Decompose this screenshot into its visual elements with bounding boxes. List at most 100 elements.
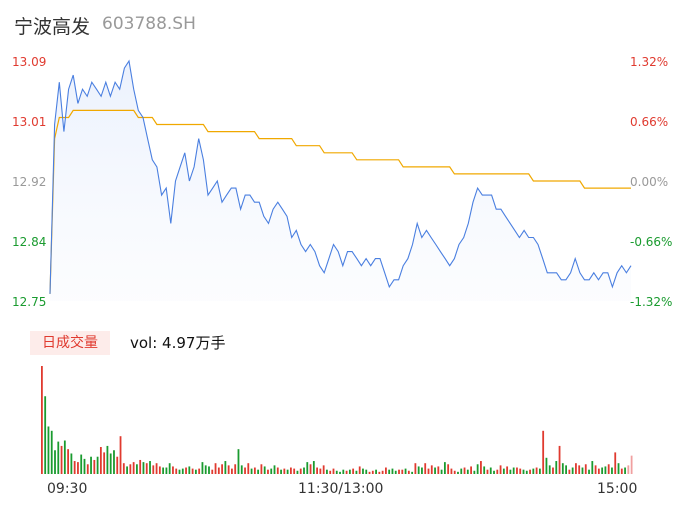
volume-bar: [73, 461, 76, 474]
volume-bar: [339, 471, 341, 474]
volume-bar: [614, 452, 617, 474]
price-chart: [49, 59, 632, 301]
volume-bar: [398, 469, 400, 474]
volume-bar: [296, 470, 299, 474]
volume-bar: [224, 461, 227, 474]
volume-bar: [535, 467, 538, 474]
volume-bar: [119, 436, 122, 474]
volume-bar: [217, 467, 220, 474]
volume-bar: [211, 469, 214, 474]
volume-bar: [591, 461, 594, 474]
volume-bar: [548, 465, 551, 474]
volume-bar: [499, 465, 502, 474]
volume-bar: [286, 469, 289, 474]
volume-bar: [411, 471, 414, 474]
volume-bar: [401, 469, 404, 474]
time-tick-open: 09:30: [47, 481, 88, 497]
volume-bar: [529, 469, 531, 474]
volume-bar: [348, 469, 351, 474]
volume-bar: [136, 464, 138, 474]
volume-bar: [83, 458, 86, 474]
volume-bar: [447, 464, 450, 474]
volume-bar: [512, 467, 515, 474]
volume-bar: [60, 445, 63, 474]
stock-name: 宁波高发: [14, 16, 91, 38]
time-tick-close: 15:00: [597, 481, 638, 497]
volume-bar: [522, 469, 525, 474]
volume-bar: [365, 469, 368, 474]
volume-bar: [165, 467, 168, 474]
volume-bar: [388, 469, 391, 474]
volume-bar: [434, 467, 436, 474]
pct-tick: 1.32%: [630, 55, 669, 69]
volume-bar: [155, 463, 158, 474]
volume-bar: [175, 468, 178, 474]
volume-bar: [253, 467, 256, 474]
volume-bar: [329, 470, 332, 474]
average-line: [49, 109, 631, 294]
volume-bar: [47, 426, 50, 474]
volume-bar: [407, 470, 410, 474]
volume-bar: [168, 463, 171, 474]
volume-bar: [303, 467, 305, 474]
volume-bar: [158, 466, 161, 474]
volume-bar: [496, 469, 499, 474]
volume-bar: [240, 465, 243, 474]
volume-bar: [525, 470, 528, 474]
volume-bar: [578, 465, 581, 474]
volume-bar: [319, 468, 322, 474]
price-tick: 12.92: [12, 175, 47, 189]
volume-bar: [145, 463, 148, 474]
volume-bar: [476, 464, 479, 474]
volume-bar: [440, 469, 443, 474]
volume-bar: [152, 465, 155, 474]
volume-bar: [90, 456, 92, 474]
volume-bar: [443, 462, 446, 474]
volume-bar: [437, 466, 440, 474]
volume-bar: [457, 471, 459, 474]
volume-bar: [427, 468, 430, 474]
volume-bar: [208, 466, 210, 474]
volume-bar: [178, 469, 181, 474]
volume-bar: [194, 469, 197, 474]
volume-bar: [453, 470, 456, 474]
volume-bar: [270, 468, 273, 474]
volume-bar: [113, 450, 115, 474]
price-tick: 13.09: [12, 55, 47, 69]
volume-bar: [273, 465, 276, 474]
volume-bar: [362, 468, 364, 474]
volume-bar: [250, 468, 253, 474]
volume-bar: [247, 463, 250, 474]
volume-bar: [630, 455, 633, 474]
volume-bar: [561, 463, 564, 474]
volume-bar: [470, 466, 472, 474]
volume-bar: [44, 396, 47, 474]
volume-bar: [620, 468, 623, 474]
time-tick-midday: 11:30/13:00: [298, 481, 384, 497]
volume-bar: [322, 465, 325, 474]
volume-bar: [532, 468, 535, 474]
volume-bar: [227, 465, 230, 474]
volume-bar: [54, 450, 56, 474]
volume-bar: [86, 464, 89, 474]
volume-bar: [545, 457, 548, 474]
volume-bar: [96, 456, 99, 474]
volume-bar: [352, 468, 355, 474]
volume-bar: [198, 468, 201, 474]
volume-bar: [149, 461, 151, 474]
volume-bar: [67, 449, 70, 474]
volume-bar: [581, 467, 584, 474]
volume-bar: [345, 470, 348, 474]
volume-legend: 日成交量: [30, 331, 110, 355]
volume-bar: [617, 463, 620, 474]
volume-bar: [493, 470, 495, 474]
volume-bar: [542, 430, 545, 474]
volume-bar: [450, 468, 453, 474]
volume-bar: [414, 463, 417, 474]
volume-bar: [41, 366, 43, 474]
volume-bar: [129, 464, 132, 474]
stock-code: 603788.SH: [102, 14, 196, 34]
volume-bar: [466, 469, 469, 474]
volume-bar: [588, 469, 590, 474]
